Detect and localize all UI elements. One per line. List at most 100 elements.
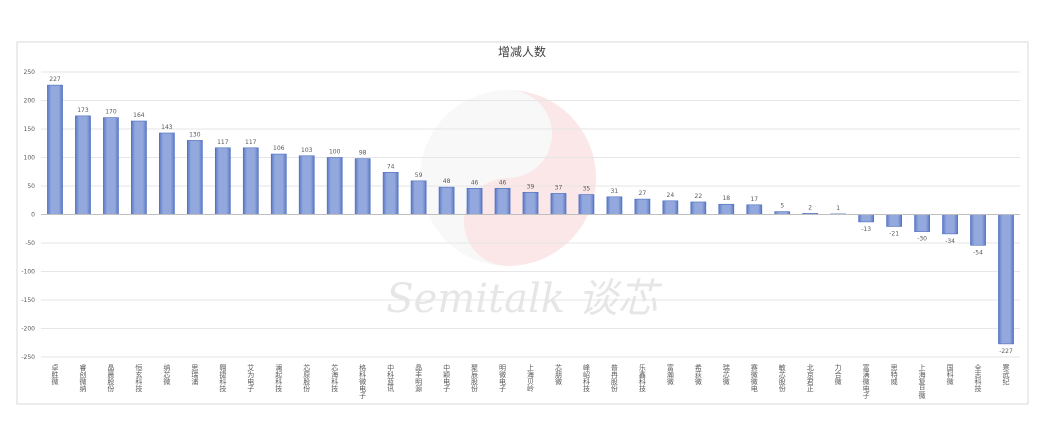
x-tick-label: 峰岹科技 — [582, 363, 590, 393]
value-label: 17 — [750, 196, 758, 203]
bar — [690, 201, 707, 215]
value-label: 100 — [329, 149, 341, 156]
x-tick-label: 睿创微纳 — [79, 363, 87, 393]
x-tick-label: 上海贝岭 — [527, 363, 535, 393]
bar — [326, 157, 343, 215]
bar — [998, 214, 1014, 345]
bar — [47, 84, 63, 215]
bar — [186, 140, 203, 215]
bar — [131, 120, 147, 215]
y-tick-label: -150 — [21, 297, 35, 304]
x-tick-label: 格科微电子 — [359, 363, 367, 399]
x-tick-label: 力合微 — [834, 363, 842, 386]
bar — [466, 187, 483, 215]
value-label: 46 — [471, 179, 479, 186]
x-tick-label: 芯原股份 — [303, 363, 311, 393]
x-tick-label: 敏芯股份 — [778, 363, 786, 393]
value-label: 117 — [245, 139, 257, 146]
bar — [914, 214, 930, 232]
x-tick-label: 中科蓝讯 — [387, 363, 395, 393]
y-tick-label: -50 — [25, 240, 35, 247]
bar — [214, 147, 231, 215]
value-label: 173 — [77, 107, 89, 114]
x-tick-label: 聚辰股份 — [471, 364, 479, 393]
value-label: 164 — [133, 112, 145, 119]
x-tick-label: 纳芯微 — [163, 363, 171, 386]
y-tick-label: -100 — [21, 269, 35, 276]
value-label: -54 — [973, 249, 983, 256]
value-label: 39 — [527, 183, 535, 190]
value-label: 48 — [443, 178, 451, 185]
x-tick-label: 国科微 — [946, 364, 954, 386]
x-tick-label: 富满微电子 — [862, 363, 870, 399]
value-label: 103 — [301, 147, 313, 154]
value-label: 37 — [555, 184, 563, 191]
x-tick-label: 上海复旦微 — [918, 363, 926, 400]
x-tick-label: 恒玄科技 — [135, 363, 143, 393]
bar — [438, 186, 455, 215]
x-tick-label: 富瀚微 — [666, 363, 674, 386]
value-label: 130 — [189, 131, 201, 138]
bar — [354, 158, 371, 215]
bar — [858, 214, 875, 223]
bar — [578, 194, 595, 215]
bar — [970, 214, 986, 246]
chart-frame — [16, 41, 1029, 405]
y-tick-label: -250 — [21, 354, 35, 361]
bar — [270, 153, 287, 215]
bar — [606, 196, 623, 215]
value-label: 27 — [639, 190, 647, 197]
y-tick-label: 0 — [31, 212, 35, 219]
x-tick-label: 乐鑫科技 — [638, 363, 646, 393]
value-label: 5 — [780, 203, 784, 210]
x-tick-label: 赛微微电 — [750, 363, 758, 392]
value-label: 117 — [217, 139, 229, 146]
bar — [298, 155, 315, 215]
value-label: 98 — [359, 150, 367, 157]
bar — [662, 200, 679, 215]
x-tick-label: 晶丰明源 — [415, 364, 423, 393]
y-tick-label: 150 — [24, 126, 36, 133]
value-label: 143 — [161, 124, 173, 131]
bar — [886, 214, 902, 227]
bar — [634, 198, 651, 215]
bar — [75, 115, 91, 215]
x-tick-label: 芯海科技 — [331, 363, 339, 393]
bar — [550, 193, 567, 215]
y-tick-label: 50 — [27, 183, 35, 190]
x-tick-label: 希荻微 — [694, 363, 702, 386]
x-tick-label: 晶晨股份 — [107, 364, 115, 393]
bar — [159, 132, 175, 215]
bar — [942, 214, 958, 235]
value-label: -21 — [889, 230, 899, 237]
value-label: 46 — [499, 179, 507, 186]
y-tick-label: -200 — [21, 326, 35, 333]
watermark-logo — [420, 90, 596, 266]
x-tick-label: 寒武纪 — [1002, 363, 1010, 385]
value-label: 106 — [273, 145, 285, 152]
value-label: -13 — [861, 226, 871, 233]
bar — [494, 187, 511, 215]
bar — [718, 203, 735, 215]
value-label: 31 — [611, 188, 619, 195]
value-label: 2 — [808, 204, 812, 211]
x-tick-label: 全志科技 — [974, 363, 982, 393]
x-tick-label: 北京君正 — [806, 364, 814, 392]
x-tick-label: 普冉股份 — [610, 363, 618, 393]
y-tick-label: 200 — [24, 98, 36, 105]
value-label: 22 — [695, 193, 703, 200]
value-label: 59 — [415, 172, 423, 179]
bar — [103, 117, 119, 215]
y-tick-label: 100 — [24, 155, 36, 162]
bar — [522, 191, 539, 215]
value-label: -34 — [945, 238, 955, 245]
bar — [746, 204, 763, 215]
x-tick-label: 翱捷科技 — [219, 363, 227, 393]
x-tick-label: 芯朋微 — [554, 363, 562, 386]
value-label: 18 — [722, 195, 730, 202]
x-tick-label: 瑞芯微 — [722, 363, 730, 386]
bar — [242, 147, 259, 215]
value-label: 170 — [105, 109, 117, 116]
x-tick-label: 思瑞浦 — [191, 364, 199, 386]
